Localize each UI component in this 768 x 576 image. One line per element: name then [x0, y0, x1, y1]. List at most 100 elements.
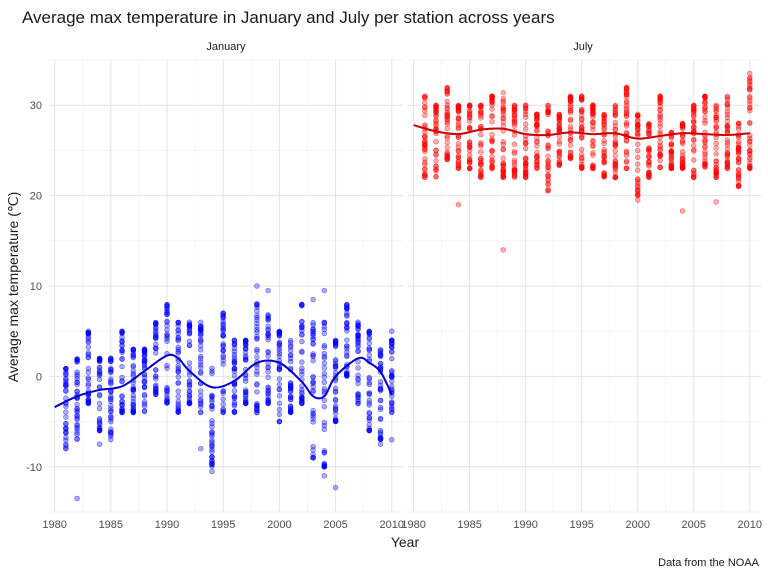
- data-point: [96, 405, 103, 412]
- data-point: [254, 348, 260, 355]
- x-tick-label: 2000: [267, 519, 291, 531]
- data-point: [130, 384, 136, 390]
- data-point: [310, 322, 316, 328]
- data-point: [175, 350, 181, 356]
- data-point: [209, 439, 215, 445]
- data-point: [310, 340, 316, 346]
- x-tick-label: 1990: [513, 519, 537, 531]
- data-point: [702, 108, 708, 115]
- data-point: [702, 144, 708, 151]
- data-point: [141, 393, 148, 399]
- data-point: [63, 382, 69, 389]
- data-point: [433, 117, 439, 124]
- data-point: [186, 394, 193, 401]
- data-point: [276, 386, 283, 392]
- data-point: [366, 336, 372, 342]
- data-point: [175, 398, 181, 405]
- data-point: [366, 379, 372, 386]
- data-point: [198, 370, 204, 376]
- data-point: [119, 348, 125, 354]
- data-point: [265, 353, 271, 359]
- data-point: [321, 360, 328, 367]
- data-point: [702, 100, 708, 106]
- data-point: [355, 348, 361, 354]
- data-point: [522, 102, 529, 108]
- data-point: [735, 120, 742, 126]
- data-point: [209, 460, 215, 466]
- data-point: [254, 301, 260, 307]
- data-point: [444, 84, 450, 91]
- data-point: [612, 161, 619, 167]
- data-point: [466, 125, 473, 131]
- y-axis-ticks: -10 0 10 20 30: [26, 100, 42, 474]
- data-point: [85, 338, 92, 344]
- data-point: [556, 122, 562, 128]
- data-point: [231, 388, 238, 394]
- data-point: [735, 159, 742, 165]
- outlier-point: [96, 441, 103, 447]
- data-point: [578, 161, 585, 168]
- data-point: [141, 391, 148, 398]
- data-point: [646, 169, 652, 176]
- data-point: [545, 181, 551, 187]
- data-point: [455, 116, 462, 122]
- data-point: [344, 319, 350, 326]
- data-point: [444, 121, 450, 127]
- data-point: [321, 426, 328, 432]
- data-point: [578, 125, 585, 131]
- data-point: [74, 416, 80, 423]
- data-point: [679, 139, 686, 145]
- data-point: [287, 385, 294, 392]
- data-point: [153, 350, 159, 356]
- x-tick-label: 1985: [457, 519, 481, 531]
- data-point: [254, 382, 260, 388]
- data-point: [724, 153, 731, 160]
- data-point: [265, 393, 271, 400]
- data-point: [299, 396, 305, 403]
- outlier-point: [74, 495, 80, 502]
- outlier-point: [377, 441, 384, 447]
- data-point: [175, 336, 181, 343]
- y-tick-label: -10: [26, 462, 42, 474]
- data-point: [702, 94, 708, 100]
- data-point: [74, 436, 80, 442]
- data-point: [153, 382, 159, 389]
- data-point: [321, 319, 328, 325]
- data-point: [287, 409, 294, 415]
- data-point: [310, 454, 316, 461]
- data-point: [299, 338, 305, 345]
- data-point: [265, 323, 271, 330]
- data-point: [209, 424, 215, 430]
- data-point: [332, 415, 339, 422]
- data-point: [85, 376, 92, 383]
- data-point: [389, 368, 395, 374]
- data-point: [130, 352, 136, 358]
- data-point: [119, 355, 125, 362]
- data-point: [377, 416, 384, 422]
- data-point: [511, 123, 518, 129]
- data-point: [578, 154, 585, 161]
- data-point: [85, 381, 92, 387]
- data-point: [511, 141, 518, 147]
- data-point: [108, 436, 114, 443]
- data-point: [511, 171, 518, 177]
- data-point: [242, 395, 249, 402]
- data-point: [500, 162, 506, 169]
- data-point: [691, 119, 697, 126]
- data-point: [63, 387, 69, 393]
- data-point: [130, 395, 136, 402]
- data-point: [433, 166, 439, 172]
- chart-caption: Data from the NOAA: [658, 557, 760, 569]
- data-point: [623, 158, 630, 164]
- data-point: [713, 124, 719, 131]
- data-point: [186, 338, 193, 344]
- data-point: [74, 413, 80, 419]
- data-point: [130, 392, 136, 399]
- data-point: [724, 124, 731, 131]
- data-point: [355, 365, 361, 371]
- data-point: [344, 345, 350, 352]
- data-point: [545, 186, 551, 193]
- data-point: [590, 164, 596, 171]
- data-point: [612, 106, 619, 113]
- outlier-point: [332, 484, 339, 491]
